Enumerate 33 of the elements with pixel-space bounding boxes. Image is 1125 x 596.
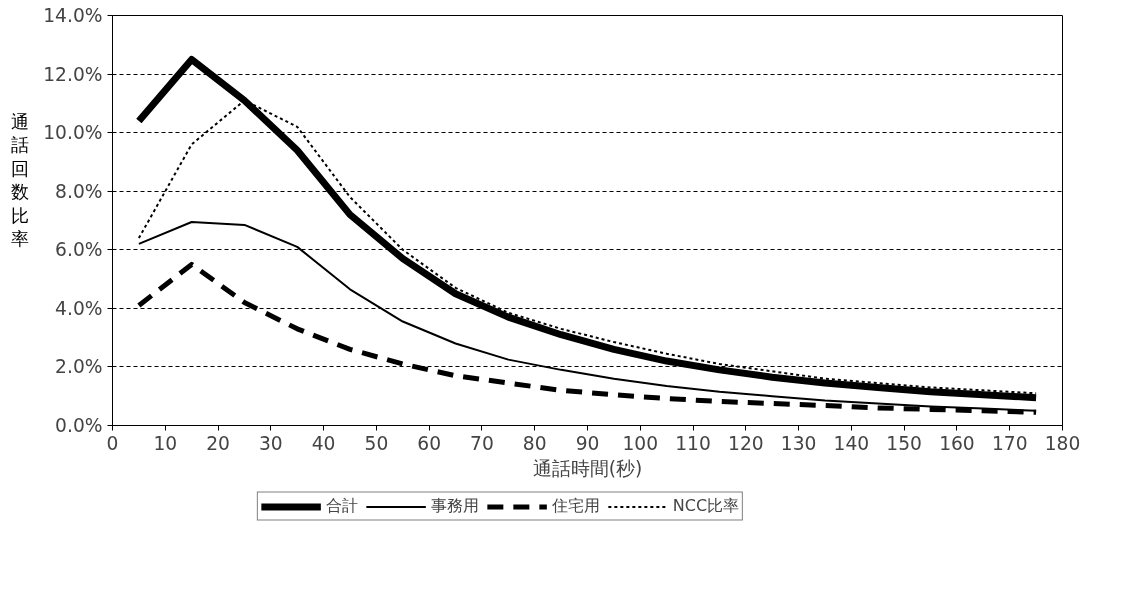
x-tick-label: 170 — [991, 432, 1028, 454]
x-tick-label: 20 — [206, 432, 230, 454]
y-tick-label: 0.0% — [55, 415, 103, 436]
x-tick-label: 0 — [106, 432, 119, 454]
y-axis-title: 通話回数比率 — [11, 110, 29, 251]
legend-label: 事務用 — [430, 495, 479, 517]
x-tick-label: 30 — [258, 432, 283, 454]
legend-label: 合計 — [325, 495, 358, 517]
x-tick-label: 150 — [886, 432, 922, 454]
x-tick-label: 60 — [417, 432, 442, 454]
y-tick-label: 6.0% — [55, 239, 103, 261]
x-tick-label: 100 — [622, 432, 659, 454]
x-tick-label: 180 — [1044, 432, 1081, 454]
x-tick-label: 90 — [575, 432, 600, 454]
y-tick-label: 14.0% — [43, 5, 103, 26]
y-tick-label: 10.0% — [43, 122, 103, 144]
x-tick-label: 160 — [939, 432, 975, 454]
y-tick-label: 12.0% — [43, 63, 103, 85]
x-tick-label: 120 — [728, 432, 764, 454]
y-tick-label: 8.0% — [55, 180, 103, 202]
x-tick-label: 130 — [780, 432, 817, 454]
legend-label: NCC比率 — [672, 495, 740, 517]
legend-label: 住宅用 — [551, 495, 600, 517]
y-tick-label: 2.0% — [55, 356, 103, 378]
x-tick-label: 140 — [833, 432, 870, 454]
x-tick-label: 70 — [470, 432, 494, 454]
x-tick-label: 40 — [311, 432, 336, 454]
x-tick-label: 50 — [364, 432, 389, 454]
x-axis-title: 通話時間(秒) — [532, 457, 643, 479]
x-tick-label: 10 — [153, 432, 178, 454]
y-tick-label: 4.0% — [55, 297, 103, 319]
x-tick-label: 80 — [522, 432, 547, 454]
x-tick-label: 110 — [675, 432, 711, 454]
